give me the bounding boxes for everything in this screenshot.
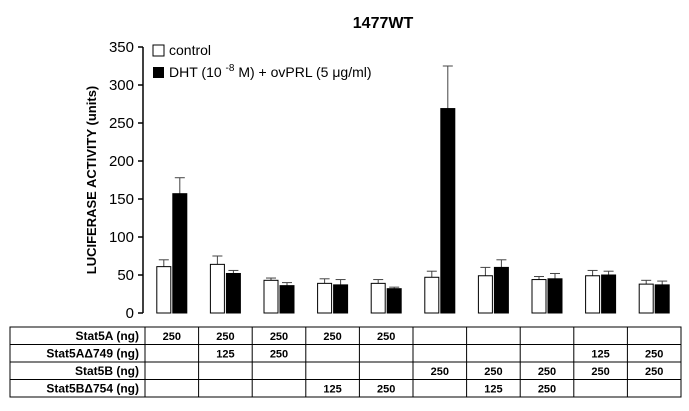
table-cell: 250 — [645, 348, 663, 360]
table-cell: 250 — [163, 331, 181, 343]
bar-treatment — [386, 288, 402, 314]
table-row-label: Stat5BΔ754 (ng) — [46, 381, 139, 395]
table-cell: 125 — [216, 348, 234, 360]
legend-label-treatment-suffix: M) + ovPRL (5 μg/ml) — [238, 64, 371, 80]
condition-table: Stat5A (ng) 250 250 250 250 250 Stat5AΔ749 (ng… — [9, 326, 682, 398]
table-cell: 250 — [270, 348, 288, 360]
legend-label-treatment-prefix: DHT (10 — [169, 64, 222, 80]
y-tick-label: 350 — [109, 39, 134, 56]
table-cell: 250 — [591, 366, 609, 378]
table-cell: 125 — [323, 383, 341, 395]
bar-control — [370, 282, 386, 314]
bar-treatment — [601, 274, 617, 314]
table-cell: 250 — [431, 366, 449, 378]
table-cell: 125 — [591, 348, 609, 360]
bar-control — [263, 279, 279, 314]
table-cell: 250 — [270, 331, 288, 343]
bar-control — [585, 275, 601, 314]
table-cell: 250 — [216, 331, 234, 343]
bar-treatment — [279, 285, 295, 314]
bar-control — [209, 263, 225, 314]
bar-control — [424, 276, 440, 314]
bar-control — [156, 266, 172, 314]
table-row-label: Stat5AΔ749 (ng) — [46, 346, 139, 360]
y-tick-label: 250 — [109, 115, 134, 132]
bar-treatment — [333, 284, 349, 314]
bar-treatment — [547, 278, 563, 314]
table-cell: 250 — [538, 366, 556, 378]
y-tick-label: 50 — [117, 267, 134, 284]
legend-swatch-control — [152, 44, 165, 57]
table-cell: 250 — [484, 366, 502, 378]
table-cell: 250 — [645, 366, 663, 378]
y-axis-label: LUCIFERASE ACTIVITY (units) — [84, 86, 99, 275]
table-row-label: Stat5B (ng) — [75, 364, 139, 378]
legend-label-treatment-exponent: -8 — [226, 63, 235, 74]
y-axis: 0 50 100 150 200 250 300 350 — [109, 39, 144, 322]
chart-title: 1477WT — [353, 15, 414, 32]
y-tick-label: 100 — [109, 229, 134, 246]
bar-treatment — [493, 266, 509, 314]
bar-control — [638, 283, 654, 314]
bar-control — [477, 275, 493, 314]
table-row-label: Stat5A (ng) — [75, 329, 139, 343]
bar-treatment — [225, 272, 241, 314]
bars-group — [156, 65, 670, 314]
legend-label-treatment: DHT (10 -8 M) + ovPRL (5 μg/ml) — [169, 58, 372, 80]
bar-control — [531, 279, 547, 314]
bar-treatment — [654, 284, 670, 314]
y-tick-label: 200 — [109, 153, 134, 170]
legend-swatch-treatment — [153, 67, 164, 78]
legend: control DHT (10 -8 M) + ovPRL (5 μg/ml) — [152, 42, 372, 80]
bar-control — [317, 282, 333, 314]
table-cell: 250 — [538, 383, 556, 395]
table-cell: 250 — [377, 383, 395, 395]
table-cell: 125 — [484, 383, 502, 395]
table-cell: 250 — [323, 331, 341, 343]
y-tick-label: 150 — [109, 191, 134, 208]
bar-treatment — [172, 193, 188, 314]
table-cell: 250 — [377, 331, 395, 343]
y-tick-label: 0 — [126, 305, 134, 322]
bar-treatment — [440, 108, 456, 314]
legend-label-control: control — [169, 42, 211, 58]
y-tick-label: 300 — [109, 77, 134, 94]
